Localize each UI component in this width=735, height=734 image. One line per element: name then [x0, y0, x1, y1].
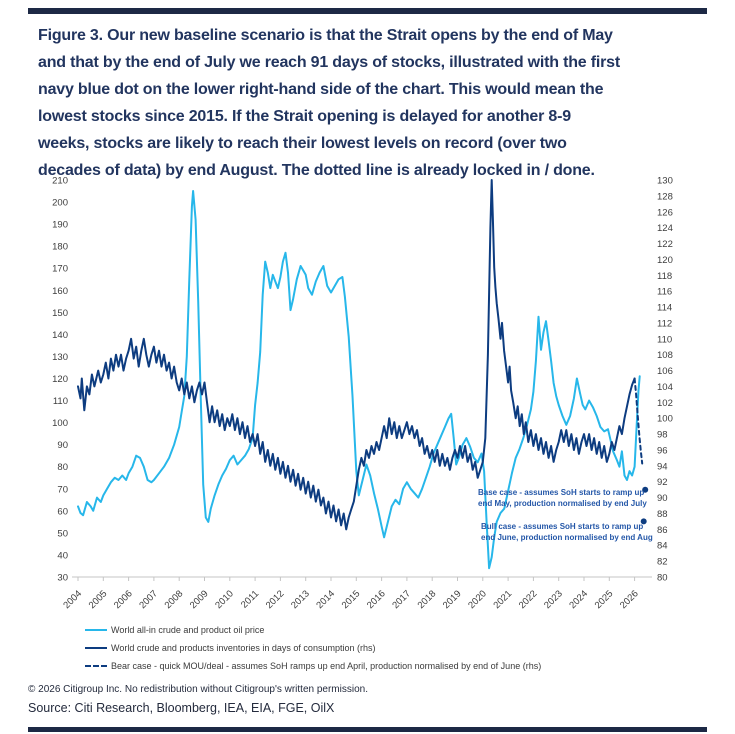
x-tick-label: 2022: [517, 588, 540, 611]
legend-swatch-oil-price: [85, 629, 107, 631]
left-tick-label: 30: [57, 573, 68, 584]
x-tick-label: 2005: [87, 588, 110, 611]
left-tick-label: 80: [57, 462, 68, 473]
right-tick-label: 106: [657, 366, 673, 377]
left-tick-label: 210: [52, 176, 68, 187]
x-tick-label: 2024: [567, 588, 590, 611]
x-tick-label: 2008: [163, 588, 186, 611]
legend-label-oil-price: World all-in crude and product oil price: [111, 625, 265, 635]
right-tick-label: 110: [657, 334, 672, 345]
right-tick-label: 122: [657, 239, 673, 250]
x-tick-label: 2006: [112, 588, 135, 611]
left-tick-label: 120: [52, 374, 68, 385]
x-tick-label: 2020: [466, 588, 489, 611]
base-case-dot: [642, 486, 649, 493]
right-tick-label: 94: [657, 461, 668, 472]
left-tick-label: 100: [52, 418, 68, 429]
x-tick-label: 2015: [340, 588, 363, 611]
bull-case-note: Bull case - assumes SoH starts to ramp u…: [481, 522, 653, 542]
right-tick-label: 102: [657, 398, 673, 409]
oil-price-line: [77, 190, 641, 570]
right-tick-label: 90: [657, 493, 668, 504]
left-tick-label: 180: [52, 242, 68, 253]
right-tick-label: 82: [657, 557, 668, 568]
left-tick-label: 200: [52, 198, 68, 209]
x-tick-label: 2004: [61, 588, 84, 611]
bear-case-dashed-line: [633, 377, 644, 465]
left-tick-label: 90: [57, 440, 68, 451]
right-tick-label: 84: [657, 541, 668, 552]
x-tick-label: 2013: [289, 588, 312, 611]
right-tick-label: 108: [657, 350, 673, 361]
right-tick-label: 80: [657, 573, 668, 584]
legend-label-inventories: World crude and products inventories in …: [111, 643, 376, 653]
legend-item-oil-price: World all-in crude and product oil price: [85, 621, 541, 639]
x-tick-label: 2023: [542, 588, 565, 611]
base-case-note: Base case - assumes SoH starts to ramp u…: [478, 488, 647, 508]
right-tick-label: 98: [657, 430, 668, 441]
copyright-text: © 2026 Citigroup Inc. No redistribution …: [28, 684, 368, 695]
legend-swatch-inventories: [85, 647, 107, 649]
right-tick-label: 116: [657, 287, 672, 298]
x-tick-label: 2021: [491, 588, 514, 611]
x-tick-label: 2025: [593, 588, 616, 611]
top-rule: [28, 8, 707, 14]
right-tick-label: 124: [657, 223, 673, 234]
left-tick-label: 170: [52, 264, 68, 275]
source-text: Source: Citi Research, Bloomberg, IEA, E…: [28, 701, 335, 715]
right-tick-label: 130: [657, 176, 673, 187]
x-tick-label: 2009: [188, 588, 211, 611]
x-tick-label: 2012: [264, 588, 287, 611]
legend-label-bear-case: Bear case - quick MOU/deal - assumes SoH…: [111, 661, 542, 671]
left-tick-label: 50: [57, 528, 68, 539]
x-tick-label: 2026: [618, 588, 641, 611]
right-tick-label: 92: [657, 477, 668, 488]
right-tick-label: 88: [657, 509, 668, 520]
inventories-line: [77, 179, 636, 531]
left-tick-label: 40: [57, 550, 68, 561]
right-tick-label: 118: [657, 271, 672, 282]
legend-item-inventories: World crude and products inventories in …: [85, 639, 541, 657]
left-tick-label: 60: [57, 506, 68, 517]
left-tick-label: 70: [57, 484, 68, 495]
left-tick-label: 150: [52, 308, 68, 319]
left-tick-label: 110: [53, 396, 68, 407]
left-tick-label: 140: [52, 330, 68, 341]
chart-canvas: 2004 2005 2006 2007 2008 2009 2010 2011 2012 2013…: [52, 176, 673, 612]
legend-item-bear-case: Bear case - quick MOU/deal - assumes SoH…: [85, 657, 541, 675]
left-tick-label: 130: [52, 352, 68, 363]
left-tick-label: 190: [52, 220, 68, 231]
right-tick-label: 96: [657, 445, 668, 456]
right-tick-label: 114: [657, 303, 672, 314]
right-tick-label: 120: [657, 255, 673, 266]
x-tick-label: 2019: [441, 588, 464, 611]
right-tick-label: 86: [657, 525, 668, 536]
bottom-rule: [28, 727, 707, 732]
right-tick-label: 126: [657, 207, 673, 218]
right-tick-label: 100: [657, 414, 673, 425]
right-tick-label: 104: [657, 382, 673, 393]
x-tick-label: 2017: [390, 588, 413, 611]
x-tick-label: 2007: [137, 588, 160, 611]
bull-case-dot: [640, 518, 647, 525]
x-tick-label: 2010: [213, 588, 236, 611]
x-tick-label: 2018: [416, 588, 439, 611]
legend-swatch-bear-case: [85, 665, 107, 667]
right-tick-label: 128: [657, 191, 673, 202]
right-tick-label: 112: [657, 318, 672, 329]
x-tick-label: 2014: [314, 588, 337, 611]
left-tick-label: 160: [52, 286, 68, 297]
x-tick-label: 2016: [365, 588, 388, 611]
chart-legend: World all-in crude and product oil price…: [85, 621, 541, 675]
figure-caption: Figure 3. Our new baseline scenario is t…: [38, 27, 620, 179]
x-tick-label: 2011: [239, 588, 261, 610]
